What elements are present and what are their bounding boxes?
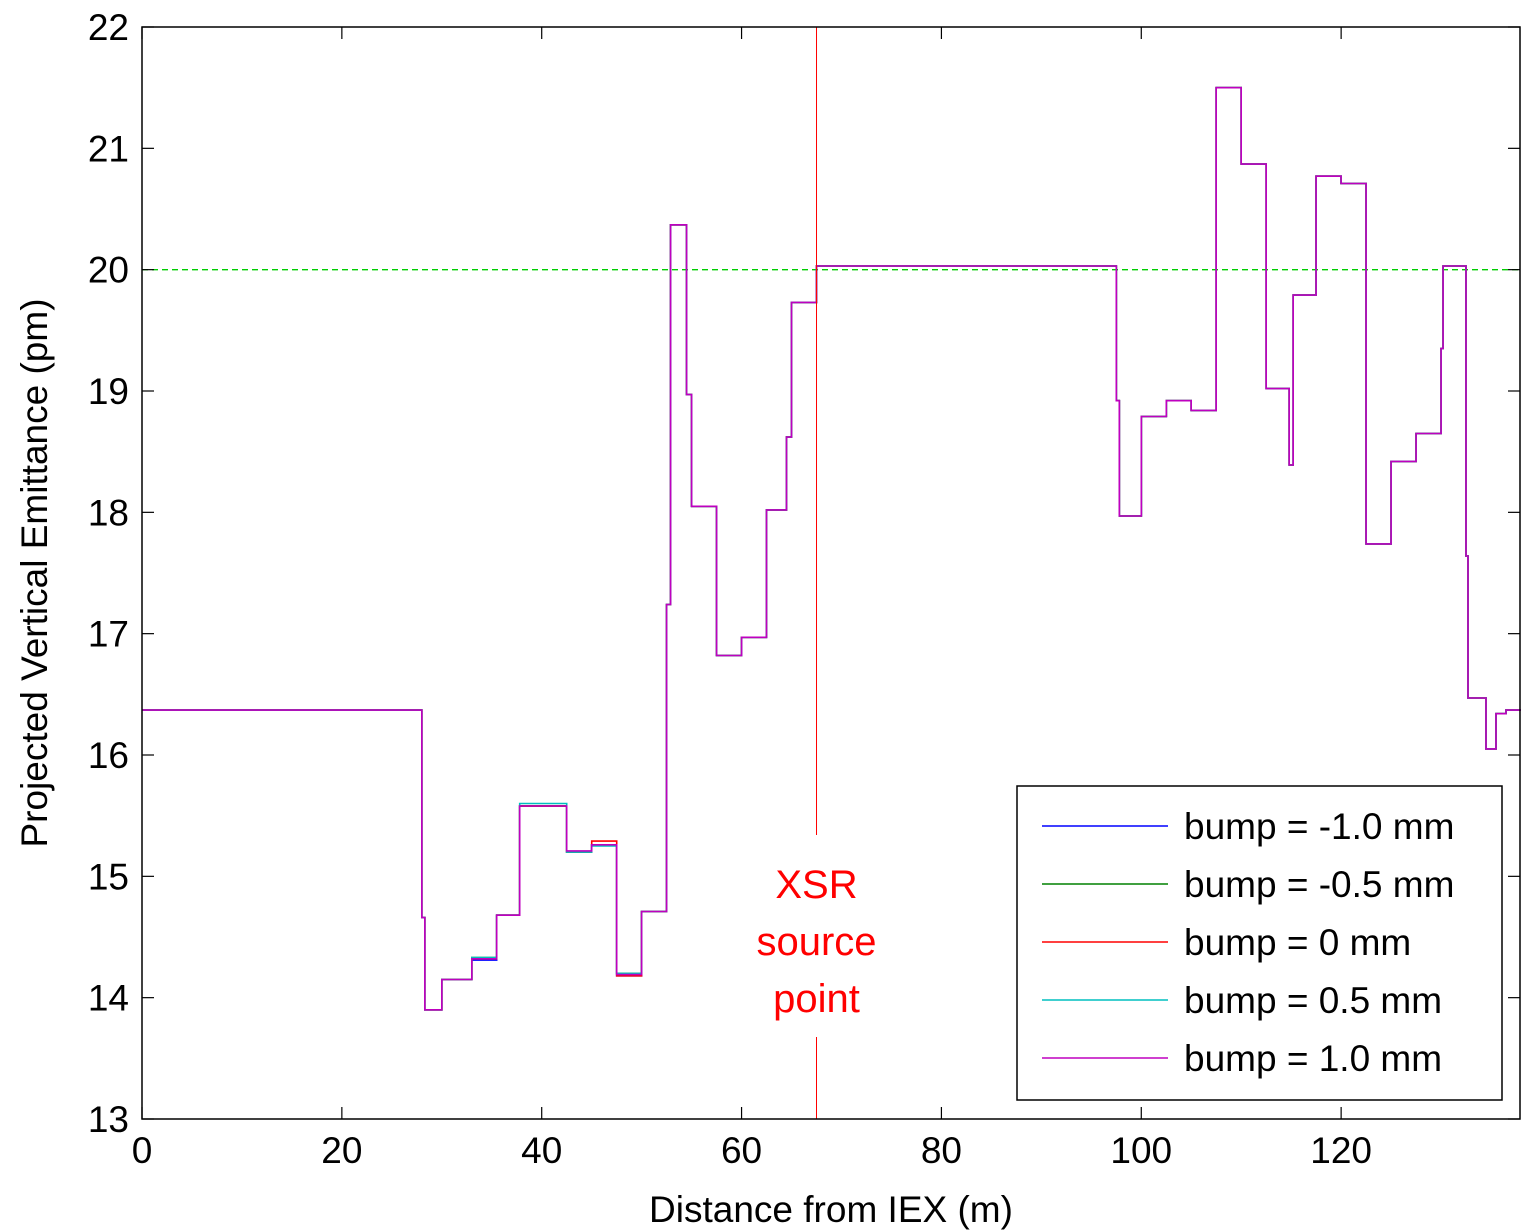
- legend-box: [1016, 785, 1503, 1101]
- y-tick-label: 20: [88, 250, 129, 291]
- series-layer: [142, 86, 1521, 1011]
- y-tick-label: 16: [88, 735, 129, 776]
- x-axis-label: Distance from IEX (m): [649, 1189, 1013, 1230]
- x-tick-label: 100: [1110, 1130, 1172, 1171]
- y-axis-label: Projected Vertical Emittance (pm): [14, 298, 55, 847]
- x-tick-label: 0: [132, 1130, 153, 1171]
- legend-entry-label: bump = -1.0 mm: [1184, 806, 1454, 847]
- marker-layer: XSR source point: [756, 27, 877, 1119]
- marker-label-line: source: [756, 920, 876, 964]
- x-tick-label: 80: [921, 1130, 962, 1171]
- legend-entry-label: bump = 0.5 mm: [1184, 980, 1442, 1021]
- marker-label-line: point: [773, 977, 860, 1021]
- legend-entry-label: bump = 0 mm: [1184, 922, 1411, 963]
- x-tick-label: 40: [521, 1130, 562, 1171]
- axes-layer: 0 20 40 60 80 100 120 13 14 15 16 17 18 19 20 21 22: [88, 7, 1521, 1171]
- legend: bump = -1.0 mm bump = -0.5 mm bump = 0 mm b…: [1016, 785, 1503, 1101]
- series-line-4: [142, 86, 1521, 1011]
- marker-label-line: XSR: [775, 863, 857, 907]
- axes-box: [141, 26, 1521, 1120]
- y-tick-label: 18: [88, 492, 129, 533]
- x-tick-label: 20: [321, 1130, 362, 1171]
- y-tick-label: 17: [88, 614, 129, 655]
- legend-entry-label: bump = 1.0 mm: [1184, 1038, 1442, 1079]
- x-tick-label: 120: [1310, 1130, 1372, 1171]
- y-tick-label: 15: [88, 856, 129, 897]
- y-tick-label: 14: [88, 978, 129, 1019]
- y-tick-label: 21: [88, 128, 129, 169]
- y-tick-label: 13: [88, 1099, 129, 1140]
- legend-entry-label: bump = -0.5 mm: [1184, 864, 1454, 905]
- x-tick-label: 60: [721, 1130, 762, 1171]
- y-tick-label: 19: [88, 371, 129, 412]
- y-tick-label: 22: [88, 7, 129, 48]
